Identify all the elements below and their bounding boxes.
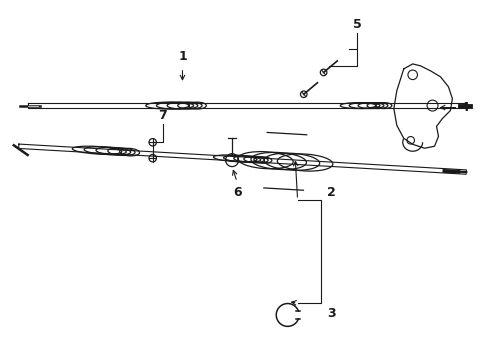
Polygon shape (28, 103, 465, 108)
Text: 4: 4 (460, 101, 469, 114)
Text: 6: 6 (234, 186, 243, 199)
Text: 7: 7 (158, 109, 167, 122)
Polygon shape (19, 144, 466, 174)
Text: 2: 2 (327, 186, 336, 199)
Text: 1: 1 (178, 50, 187, 63)
Text: 3: 3 (327, 307, 336, 320)
Text: 5: 5 (353, 18, 362, 31)
